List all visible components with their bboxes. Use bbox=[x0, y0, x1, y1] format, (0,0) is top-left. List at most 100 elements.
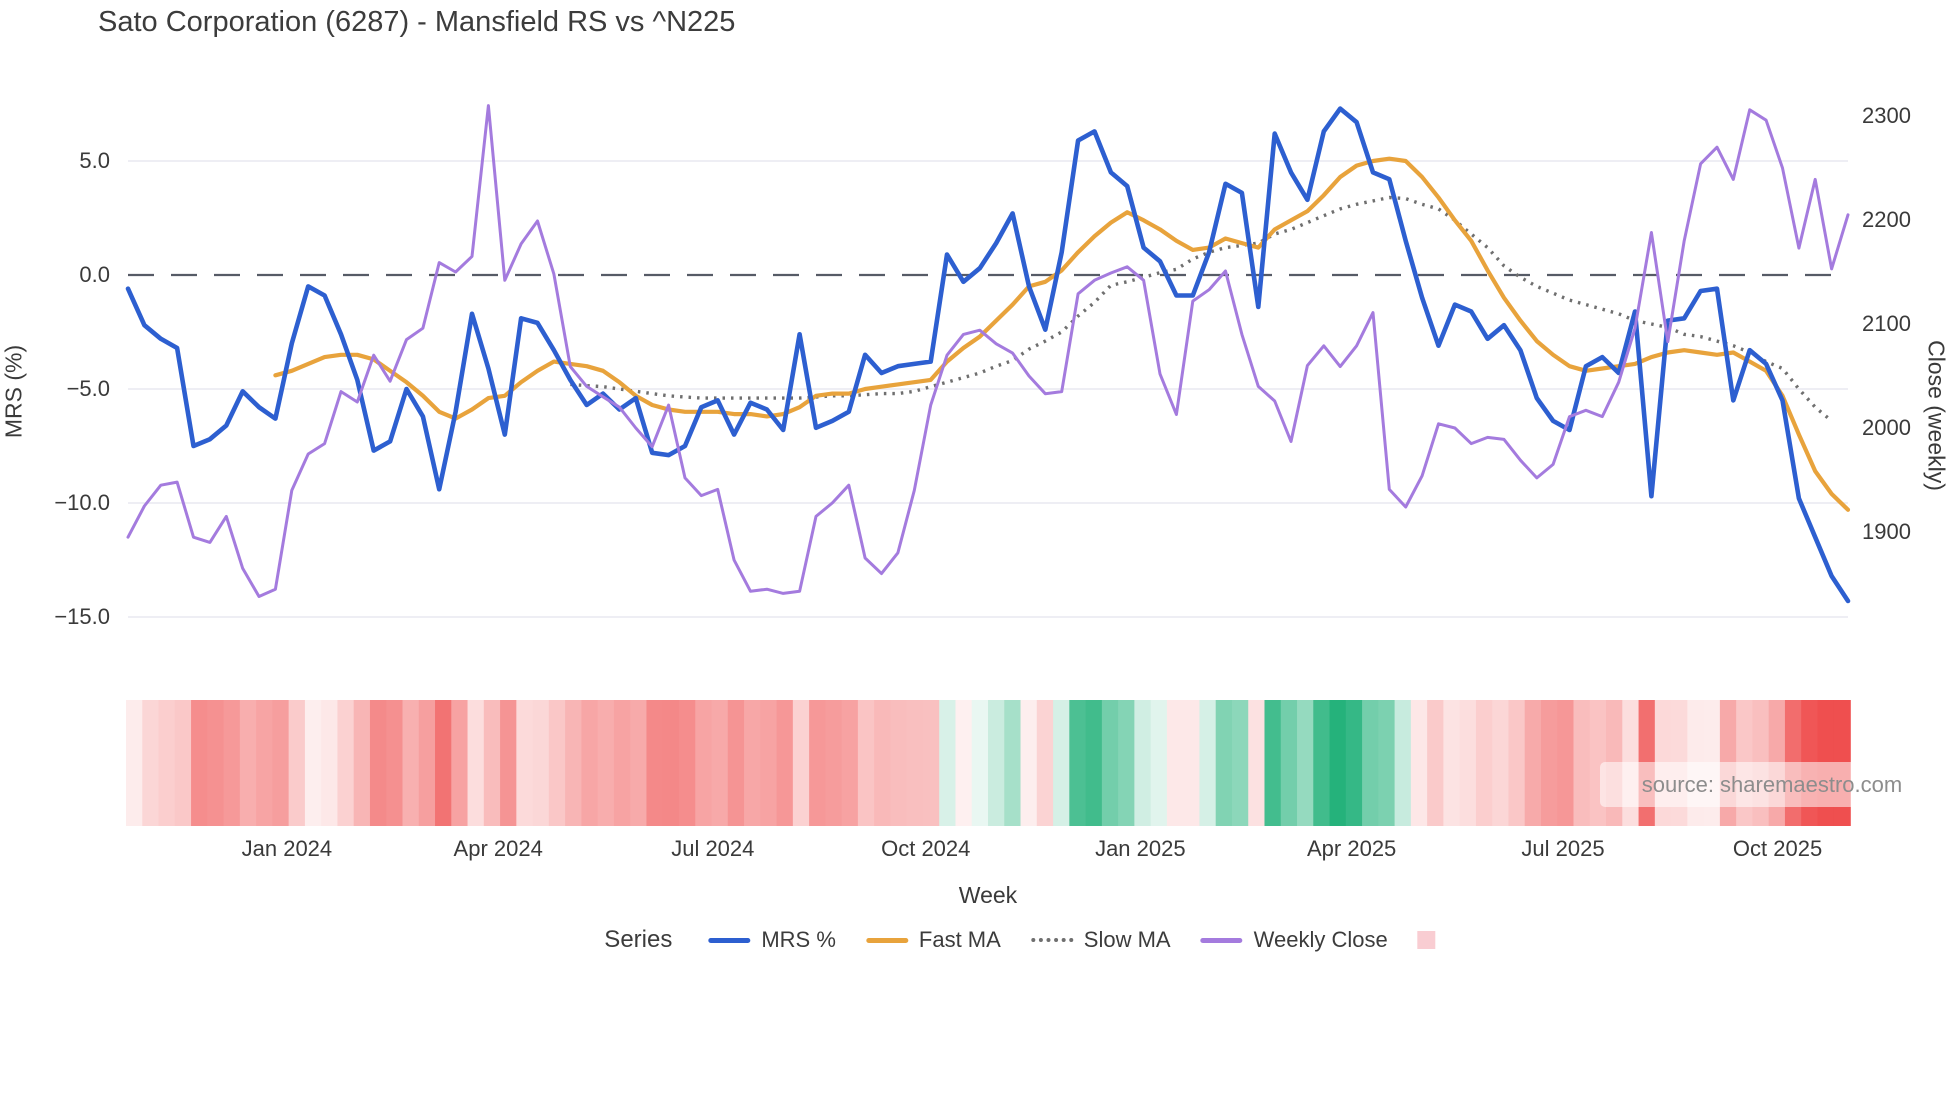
heatmap-cell bbox=[955, 700, 973, 826]
heatmap-cell bbox=[711, 700, 729, 826]
left-axis-title: MRS (%) bbox=[0, 344, 27, 439]
y-right-tick: 1900 bbox=[1862, 519, 1911, 544]
y-left-tick: 5.0 bbox=[79, 148, 110, 173]
heatmap-cell bbox=[613, 700, 631, 826]
legend-item-heat bbox=[1417, 931, 1436, 949]
heatmap-cell bbox=[1248, 700, 1266, 826]
heat-swatch bbox=[1417, 931, 1436, 949]
heatmap-cell bbox=[1313, 700, 1331, 826]
heatmap-cell bbox=[483, 700, 501, 826]
heatmap-cell bbox=[1150, 700, 1168, 826]
heatmap-cell bbox=[1280, 700, 1298, 826]
heatmap-cell bbox=[597, 700, 615, 826]
heatmap-cell bbox=[776, 700, 794, 826]
heatmap-cell bbox=[922, 700, 941, 826]
heatmap-cell bbox=[971, 700, 989, 826]
x-tick: Jan 2025 bbox=[1095, 836, 1186, 861]
heatmap-cell bbox=[1231, 700, 1250, 826]
line-swatch bbox=[1200, 937, 1243, 943]
x-tick: Jul 2024 bbox=[671, 836, 755, 861]
heatmap-cell bbox=[890, 700, 908, 826]
heatmap-cell bbox=[353, 700, 371, 826]
heatmap-cell bbox=[1345, 700, 1363, 826]
legend-title: Series bbox=[604, 926, 673, 953]
heatmap-cell bbox=[727, 700, 745, 826]
heatmap-cell bbox=[1004, 700, 1022, 826]
heatmap-cell bbox=[1573, 700, 1591, 826]
heatmap-cell bbox=[239, 700, 257, 826]
heatmap-cell bbox=[1297, 700, 1315, 826]
legend-item-label: Weekly Close bbox=[1253, 927, 1388, 952]
heatmap-cell bbox=[857, 700, 875, 826]
heatmap-cell bbox=[1134, 700, 1152, 826]
heatmap-cell bbox=[1036, 700, 1054, 826]
heatmap-cell bbox=[548, 700, 566, 826]
heatmap-cell bbox=[1557, 700, 1575, 826]
heatmap-cell bbox=[1183, 700, 1201, 826]
y-left-tick: 0.0 bbox=[79, 262, 110, 287]
heatmap-cell bbox=[1215, 700, 1233, 826]
x-axis-title: Week bbox=[958, 882, 1018, 908]
x-tick: Oct 2025 bbox=[1732, 836, 1823, 861]
heatmap-cell bbox=[1443, 700, 1461, 826]
heatmap-cell bbox=[906, 700, 924, 826]
source-watermark: source: sharemaestro.com bbox=[1600, 762, 1944, 807]
heatmap-cell bbox=[744, 700, 762, 826]
legend-item-weekly-close: Weekly Close bbox=[1200, 927, 1388, 953]
legend-item-slow-ma: Slow MA bbox=[1030, 927, 1171, 953]
y-right-tick: 2100 bbox=[1862, 311, 1911, 336]
heatmap-cell bbox=[809, 700, 827, 826]
heatmap-cell bbox=[1362, 700, 1380, 826]
chart-title: Sato Corporation (6287) - Mansfield RS v… bbox=[98, 6, 736, 38]
heatmap-cell bbox=[369, 700, 388, 826]
line-swatch bbox=[865, 937, 908, 943]
heatmap-cell bbox=[825, 700, 843, 826]
x-tick: Apr 2025 bbox=[1307, 836, 1397, 861]
fast-ma-line bbox=[273, 156, 1851, 512]
heatmap-cell bbox=[451, 700, 469, 826]
heatmap-cell bbox=[467, 700, 485, 826]
heatmap-cell bbox=[630, 700, 648, 826]
heatmap-cell bbox=[988, 700, 1006, 826]
y-left-tick: −5.0 bbox=[66, 376, 110, 401]
heatmap-cell bbox=[304, 700, 322, 826]
heatmap-cell bbox=[402, 700, 420, 826]
heatmap-cell bbox=[500, 700, 518, 826]
heatmap-cell bbox=[1475, 700, 1493, 826]
heatmap-cell bbox=[223, 700, 241, 826]
y-right-tick: 2200 bbox=[1862, 207, 1911, 232]
y-left-tick: −10.0 bbox=[54, 490, 110, 515]
heatmap-cell bbox=[1492, 700, 1510, 826]
legend-item-fast-ma: Fast MA bbox=[865, 927, 1001, 953]
heatmap-cell bbox=[337, 700, 355, 826]
y-right-tick: 2000 bbox=[1862, 415, 1911, 440]
heatmap-cell bbox=[1020, 700, 1038, 826]
heatmap-cell bbox=[1166, 700, 1184, 826]
heatmap-cell bbox=[874, 700, 892, 826]
heatmap-cell bbox=[841, 700, 859, 826]
heatmap-cell bbox=[386, 700, 404, 826]
heatmap-cell bbox=[1118, 700, 1136, 826]
x-tick: Jul 2025 bbox=[1521, 836, 1605, 861]
heatmap-cell bbox=[1540, 700, 1559, 826]
heatmap-cell bbox=[1410, 700, 1428, 826]
heatmap-cell bbox=[1053, 700, 1071, 826]
heatmap-cell bbox=[126, 700, 144, 826]
heatmap-cell bbox=[760, 700, 778, 826]
heatmap-cell bbox=[1069, 700, 1087, 826]
heatmap-cell bbox=[1101, 700, 1119, 826]
heatmap-cell bbox=[678, 700, 697, 826]
mrs--line bbox=[125, 106, 1851, 604]
line-swatch bbox=[708, 937, 751, 943]
x-tick: Apr 2024 bbox=[453, 836, 543, 861]
heatmap-cell bbox=[1085, 700, 1103, 826]
y-right-tick: 2300 bbox=[1862, 103, 1911, 128]
heatmap-cell bbox=[191, 700, 209, 826]
heatmap-cell bbox=[1329, 700, 1347, 826]
heatmap-cell bbox=[1264, 700, 1282, 826]
heatmap-cell bbox=[174, 700, 192, 826]
heatmap-cell bbox=[435, 700, 453, 826]
heatmap-cell bbox=[142, 700, 160, 826]
y-left-tick: −15.0 bbox=[54, 604, 110, 629]
